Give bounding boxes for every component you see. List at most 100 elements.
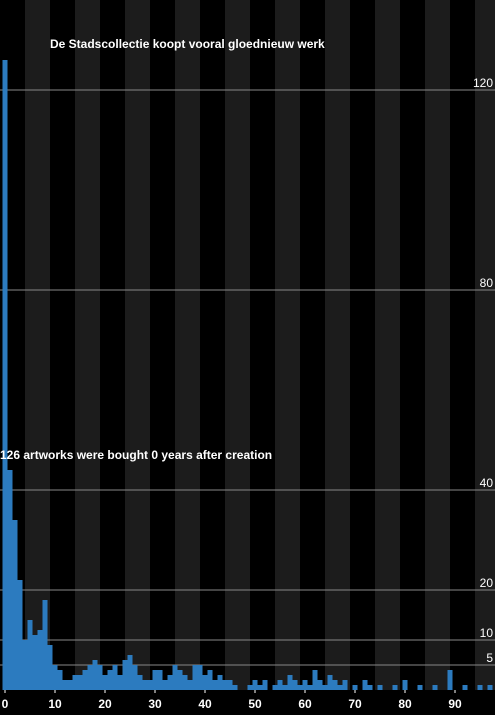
bar (377, 685, 383, 690)
bar (182, 675, 188, 690)
stripe (125, 0, 150, 690)
bar (22, 640, 28, 690)
bar (197, 665, 203, 690)
x-tick-label: 50 (248, 697, 262, 711)
bar (12, 520, 18, 690)
bar (77, 675, 83, 690)
bar (392, 685, 398, 690)
bar (47, 645, 53, 690)
bar (17, 580, 23, 690)
bar (232, 685, 238, 690)
bar (157, 670, 163, 690)
y-tick-label: 40 (480, 476, 494, 490)
x-tick-label: 0 (2, 697, 9, 711)
bar (72, 675, 78, 690)
bar (292, 680, 298, 690)
bar (57, 670, 63, 690)
bar (132, 665, 138, 690)
bar (207, 670, 213, 690)
bar (137, 675, 143, 690)
bar (167, 675, 173, 690)
stripe (75, 0, 100, 690)
x-tick-label: 40 (198, 697, 212, 711)
x-tick-label: 60 (298, 697, 312, 711)
bar (102, 675, 108, 690)
x-tick-label: 90 (448, 697, 462, 711)
bar (487, 685, 493, 690)
bar (287, 675, 293, 690)
stripe (475, 0, 495, 690)
y-tick-label: 10 (480, 626, 494, 640)
bar (187, 680, 193, 690)
bar (227, 680, 233, 690)
bar (107, 670, 113, 690)
bar (62, 680, 68, 690)
bar (92, 660, 98, 690)
bar (117, 675, 123, 690)
bar (352, 685, 358, 690)
bar (447, 670, 453, 690)
y-tick-label: 5 (486, 651, 493, 665)
bar (367, 685, 373, 690)
bar (307, 685, 313, 690)
bar (262, 680, 268, 690)
bar (332, 680, 338, 690)
stripe (225, 0, 250, 690)
bar (7, 470, 13, 690)
stripe (25, 0, 50, 690)
bar (27, 620, 33, 690)
bar (362, 680, 368, 690)
bar (147, 680, 153, 690)
bar (432, 685, 438, 690)
bar (42, 600, 48, 690)
bar (272, 685, 278, 690)
stripe (425, 0, 450, 690)
stripe (375, 0, 400, 690)
bar (122, 660, 128, 690)
bar (87, 665, 93, 690)
bar (202, 675, 208, 690)
bar (82, 670, 88, 690)
x-tick-label: 70 (348, 697, 362, 711)
y-tick-label: 80 (480, 276, 494, 290)
bar (152, 670, 158, 690)
bar (127, 655, 133, 690)
bar (327, 675, 333, 690)
bar (417, 685, 423, 690)
bar (212, 680, 218, 690)
bar (297, 685, 303, 690)
bar (257, 685, 263, 690)
bar (97, 665, 103, 690)
stripe (325, 0, 350, 690)
bar (52, 665, 58, 690)
chart-title: De Stadscollectie koopt vooral gloednieu… (50, 37, 325, 51)
y-tick-label: 20 (480, 576, 494, 590)
bar (162, 680, 168, 690)
bar (282, 685, 288, 690)
bar (252, 680, 258, 690)
x-tick-label: 30 (148, 697, 162, 711)
bar (317, 680, 323, 690)
annotation: 126 artworks were bought 0 years after c… (0, 448, 272, 462)
bar (142, 680, 148, 690)
bar (247, 685, 253, 690)
stripe (275, 0, 300, 690)
x-tick-label: 10 (48, 697, 62, 711)
plot-area: 5 10 20 40 80 120 0 10 20 30 40 50 60 70 80 90 (0, 60, 495, 711)
bar (177, 670, 183, 690)
background-stripes (25, 0, 495, 690)
x-tick-label: 80 (398, 697, 412, 711)
bar (277, 680, 283, 690)
bar (192, 665, 198, 690)
bar (312, 670, 318, 690)
bar (462, 685, 468, 690)
bar (2, 60, 8, 690)
bar (322, 685, 328, 690)
x-tick-label: 20 (98, 697, 112, 711)
bar (172, 665, 178, 690)
bar (342, 680, 348, 690)
bar (217, 675, 223, 690)
bar (112, 665, 118, 690)
bar (337, 685, 343, 690)
bar (402, 680, 408, 690)
